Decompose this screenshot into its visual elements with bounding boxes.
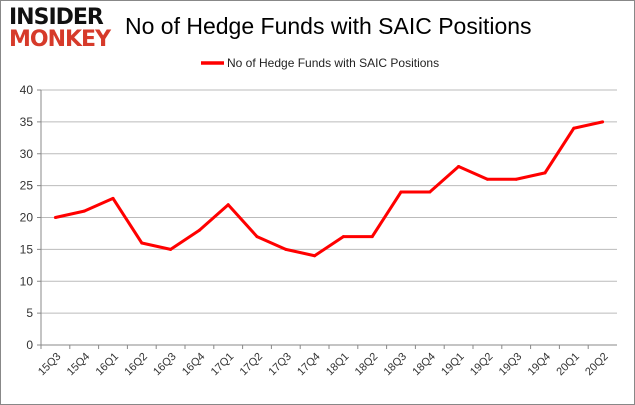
x-tick-label: 17Q1 xyxy=(209,351,237,379)
x-tick-label: 16Q3 xyxy=(151,351,179,379)
x-tick-label: 19Q3 xyxy=(497,351,525,379)
x-tick-label: 17Q4 xyxy=(295,351,323,379)
x-tick-label: 19Q1 xyxy=(439,351,467,379)
y-tick-label: 40 xyxy=(20,83,34,97)
x-tick-label: 18Q1 xyxy=(324,351,352,379)
logo-line2: MONKEY xyxy=(9,27,111,52)
y-tick-label: 10 xyxy=(20,274,34,288)
data-point xyxy=(82,209,86,213)
x-tick-label: 20Q1 xyxy=(554,351,582,379)
data-point xyxy=(370,235,374,239)
series-line xyxy=(55,120,603,258)
data-point xyxy=(169,247,173,251)
y-tick-label: 35 xyxy=(20,115,34,129)
data-point xyxy=(457,165,461,168)
data-point xyxy=(197,228,201,232)
x-tick-label: 16Q4 xyxy=(180,351,208,379)
data-point xyxy=(226,203,230,207)
data-point xyxy=(514,177,518,181)
y-tick-label: 5 xyxy=(26,306,33,320)
x-tick-label: 17Q3 xyxy=(266,351,294,379)
chart-title: No of Hedge Funds with SAIC Positions xyxy=(125,13,532,39)
data-point xyxy=(341,235,345,239)
y-tick-label: 30 xyxy=(20,147,34,161)
x-tick-label: 19Q2 xyxy=(468,351,496,379)
data-point xyxy=(601,120,605,124)
x-tick-label: 20Q2 xyxy=(583,351,611,379)
data-point xyxy=(53,216,57,219)
y-tick-label: 20 xyxy=(20,211,34,225)
data-point xyxy=(572,126,576,130)
y-tick-label: 25 xyxy=(20,179,34,193)
x-tick-label: 15Q3 xyxy=(36,351,64,379)
y-tick-label: 15 xyxy=(20,242,34,256)
data-point xyxy=(399,190,403,194)
data-point xyxy=(428,190,432,194)
logo-line1: INSIDER xyxy=(9,5,104,30)
data-point xyxy=(111,196,115,200)
x-tick-label: 16Q2 xyxy=(122,351,150,379)
insider-monkey-logo: INSIDER MONKEY xyxy=(9,7,119,57)
x-tick-label: 19Q4 xyxy=(526,351,554,379)
x-tick-label: 15Q4 xyxy=(65,351,93,379)
legend-label: No of Hedge Funds with SAIC Positions xyxy=(227,56,439,70)
data-point xyxy=(140,241,144,245)
data-point xyxy=(284,247,288,251)
y-tick-label: 0 xyxy=(26,338,33,352)
data-point xyxy=(543,171,547,175)
data-point xyxy=(255,235,259,239)
x-tick-label: 17Q2 xyxy=(238,351,266,379)
x-tick-label: 16Q1 xyxy=(94,351,122,379)
data-point xyxy=(313,254,317,258)
x-tick-label: 18Q2 xyxy=(353,351,381,379)
data-point xyxy=(485,177,489,181)
x-tick-label: 18Q4 xyxy=(410,351,438,379)
x-tick-label: 18Q3 xyxy=(382,351,410,379)
